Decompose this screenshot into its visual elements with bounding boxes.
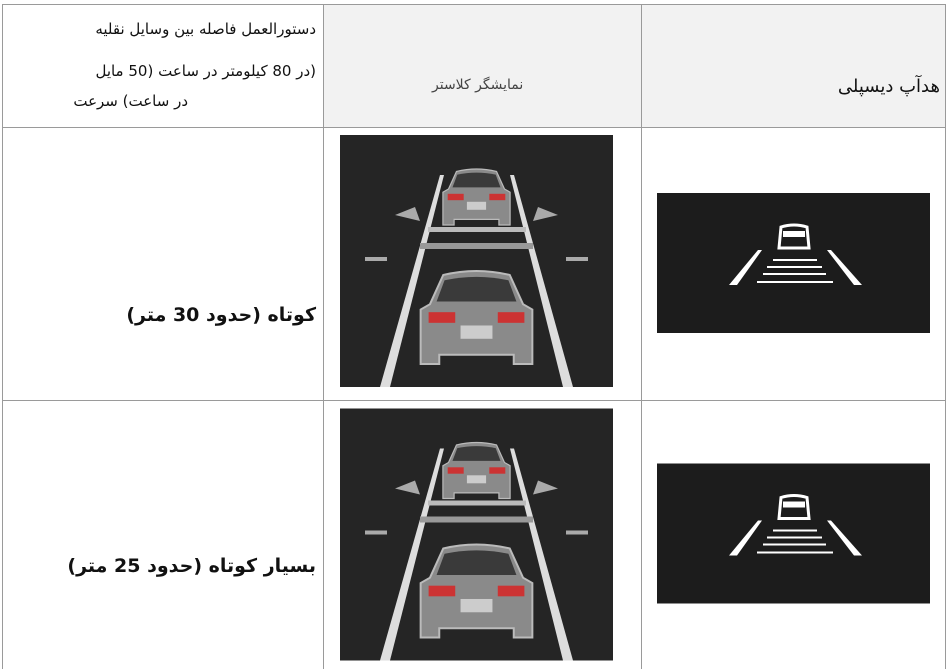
table-cell [2,127,324,401]
header-text: هدآپ دیسپلی [837,76,940,97]
cluster-image [340,135,613,387]
header-text: دستورالعمل فاصله بین وسایل نقلیه [95,20,316,38]
header-text: (در 80 کیلومتر در ساعت (50 مایل [95,62,316,80]
header-text: نمایشگر کلاستر [432,77,524,93]
cluster-image [340,407,613,662]
hud-image [657,462,930,605]
row-text: بسیار کوتاه (حدود 25 متر) [67,555,316,577]
header-cell [323,4,642,128]
row-text: کوتاه (حدود 30 متر) [126,304,316,326]
header-cell [641,4,946,128]
hud-image [657,193,930,333]
table-cell [2,400,324,669]
table-cell [641,400,946,669]
header-text: در ساعت) سرعت [73,92,188,110]
